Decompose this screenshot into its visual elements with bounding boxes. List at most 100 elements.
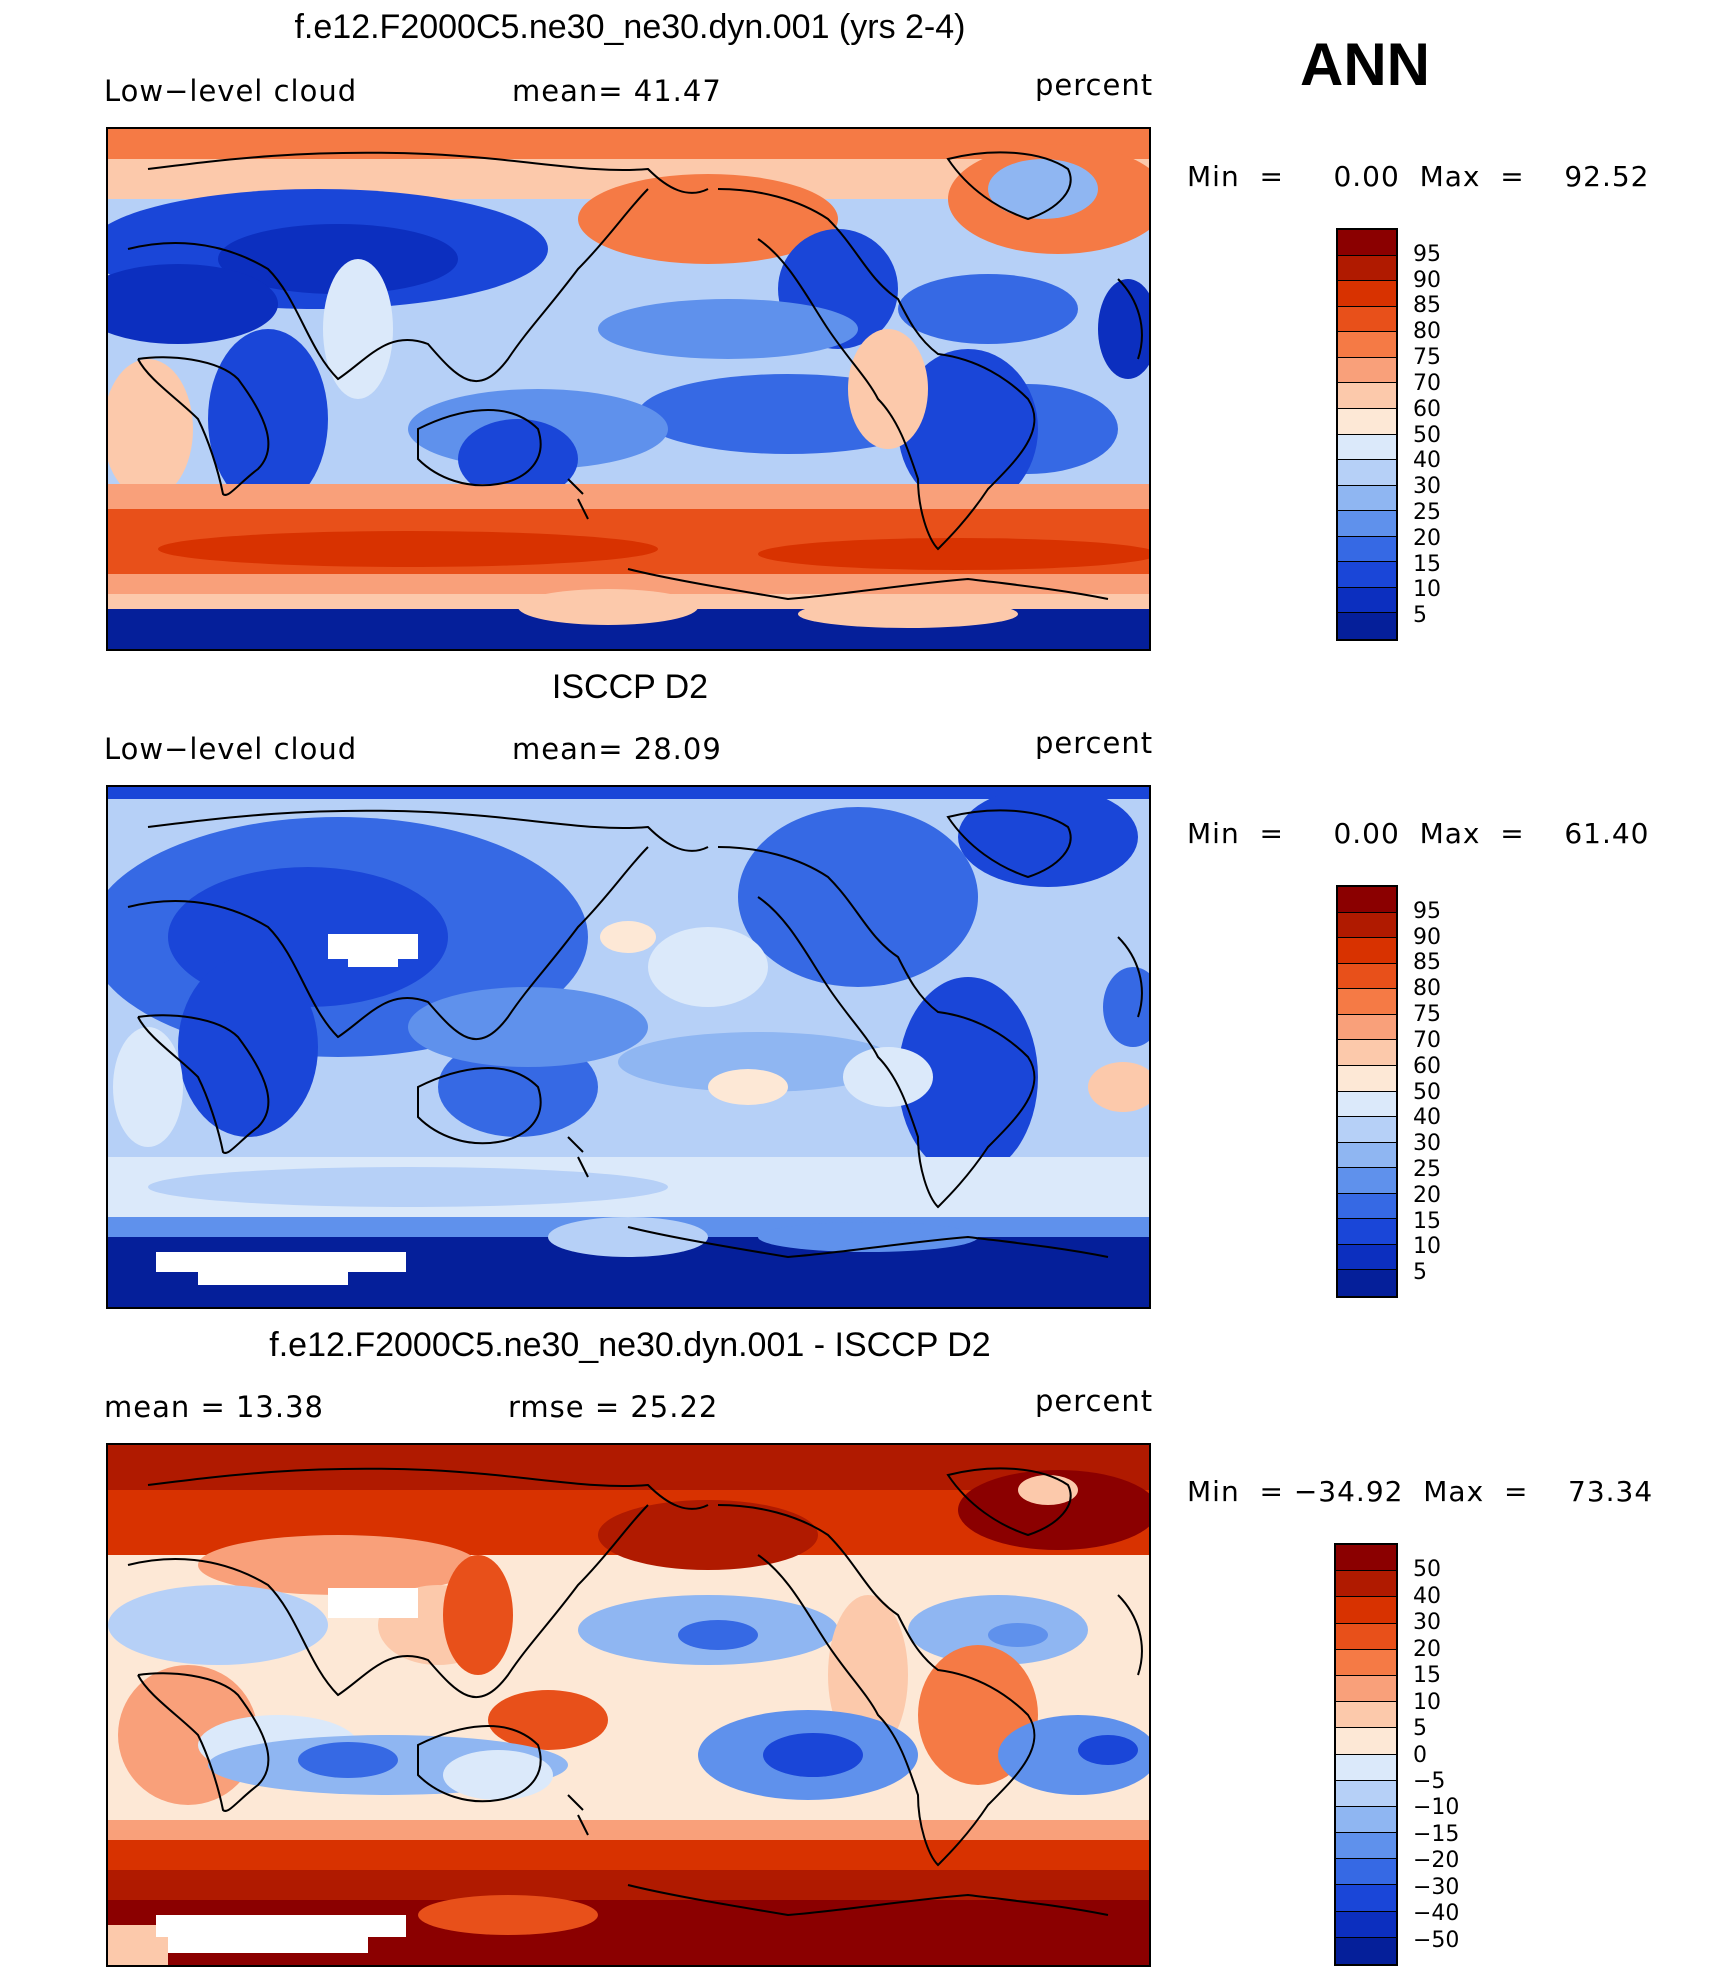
panel-2-colorbar-tick-label: 70 — [1413, 1027, 1441, 1053]
panel-1-colorbar-swatch — [1338, 230, 1396, 256]
panel-2-colorbar-tick-label: 80 — [1413, 976, 1441, 1002]
panel-3-colorbar-tick-label: −40 — [1413, 1901, 1460, 1927]
panel-3-colorbar-labels: 50 40 30 20 15 10 5 0 −5 −10 −15 −20 −30 −40 −50 — [1413, 1543, 1473, 1966]
panel-2-colorbar-tick-label: 25 — [1413, 1156, 1441, 1182]
panel-2-map-svg — [108, 787, 1149, 1307]
panel-2-colorbar-swatch — [1338, 989, 1396, 1015]
panel-3-colorbar-swatch — [1336, 1649, 1396, 1676]
panel-2-colorbar-swatch — [1338, 1014, 1396, 1041]
panel-3-colorbar-swatch — [1336, 1728, 1396, 1755]
panel-2-colorbar-tick-label: 95 — [1413, 898, 1441, 924]
panel-1-colorbar-tick-label: 75 — [1413, 345, 1441, 371]
panel-3-colorbar-swatch — [1336, 1806, 1396, 1834]
panel-1-colorbar-tick-label: 20 — [1413, 525, 1441, 551]
panel-3-colorbar-swatch — [1336, 1675, 1396, 1703]
panel-2-colorbar-swatch — [1338, 887, 1396, 913]
panel-1-colorbar-swatch — [1338, 434, 1396, 461]
panel-1-colorbar-swatch — [1338, 562, 1396, 588]
panel-3-colorbar-tick-label: −50 — [1413, 1927, 1460, 1953]
panel-2-colorbar-swatch — [1338, 1193, 1396, 1220]
panel-1-colorbar-tick-label: 70 — [1413, 370, 1441, 396]
panel-2-colorbar-swatch — [1338, 938, 1396, 964]
panel-3-colorbar-tick-label: 5 — [1413, 1716, 1427, 1742]
panel-1-colorbar-tick-label: 80 — [1413, 319, 1441, 345]
panel-2-colorbar-tick-label: 50 — [1413, 1079, 1441, 1105]
panel-2-colorbar-tick-label: 75 — [1413, 1002, 1441, 1028]
panel-1-colorbar-tick-label: 60 — [1413, 396, 1441, 422]
panel-2-colorbar-tick-label: 20 — [1413, 1182, 1441, 1208]
panel-1-colorbar-swatch — [1338, 511, 1396, 537]
panel-3-colorbar-swatch — [1336, 1780, 1396, 1807]
panel-2-colorbar-swatch — [1338, 1270, 1396, 1296]
panel-1-map-svg — [108, 129, 1149, 649]
panel-1-colorbar-swatch — [1338, 306, 1396, 333]
panel-3-colorbar-tick-label: 15 — [1413, 1663, 1441, 1689]
panel-2-colorbar-swatch — [1338, 1117, 1396, 1143]
panel-3-mean-label: mean = 13.38 — [104, 1390, 324, 1424]
panel-3-colorbar-swatch — [1336, 1754, 1396, 1781]
panel-3-colorbar-tick-label: −5 — [1413, 1768, 1446, 1794]
panel-3-colorbar-tick-label: −15 — [1413, 1821, 1460, 1847]
panel-1-minmax: Min = 0.00 Max = 92.52 — [1187, 160, 1650, 193]
panel-3-colorbar-tick-label: −10 — [1413, 1795, 1460, 1821]
panel-1-colorbar-tick-label: 15 — [1413, 551, 1441, 577]
panel-1-colorbar-swatch — [1338, 613, 1396, 639]
panel-1-colorbar-swatch — [1338, 485, 1396, 512]
panel-2-colorbar-labels: 95 90 85 80 75 70 60 50 40 30 25 20 15 10 5 — [1413, 885, 1473, 1298]
panel-1-colorbar-tick-label: 85 — [1413, 293, 1441, 319]
panel-3-colorbar-swatch — [1336, 1937, 1396, 1964]
panel-2-colorbar-tick-label: 60 — [1413, 1053, 1441, 1079]
panel-2-colorbar-swatch — [1338, 963, 1396, 990]
panel-1-colorbar-swatch — [1338, 383, 1396, 409]
panel-2-colorbar-swatch — [1338, 1244, 1396, 1271]
panel-2-colorbar-tick-label: 5 — [1413, 1260, 1427, 1286]
panel-1-colorbar-swatch — [1338, 255, 1396, 282]
panel-2-colorbar-tick-label: 85 — [1413, 950, 1441, 976]
panel-1-variable-label: Low−level cloud — [104, 74, 358, 108]
panel-1-colorbar-swatch — [1338, 281, 1396, 307]
panel-1-mean-label: mean= 41.47 — [512, 74, 722, 108]
panel-3-colorbar-tick-label: −30 — [1413, 1874, 1460, 1900]
panel-1-colorbar-tick-label: 40 — [1413, 448, 1441, 474]
panel-2-mean-label: mean= 28.09 — [512, 732, 722, 766]
panel-3-colorbar-tick-label: 20 — [1413, 1636, 1441, 1662]
panel-2-colorbar-tick-label: 40 — [1413, 1105, 1441, 1131]
panel-1-colorbar-tick-label: 5 — [1413, 603, 1427, 629]
panel-3-units-label: percent — [1035, 1384, 1154, 1418]
panel-3-colorbar — [1334, 1543, 1398, 1966]
panel-3-colorbar-swatch — [1336, 1597, 1396, 1624]
panel-2-colorbar-swatch — [1338, 1091, 1396, 1118]
panel-2-minmax: Min = 0.00 Max = 61.40 — [1187, 817, 1650, 850]
panel-2-variable-label: Low−level cloud — [104, 732, 358, 766]
panel-2-colorbar-tick-label: 30 — [1413, 1131, 1441, 1157]
panel-3-colorbar-swatch — [1336, 1702, 1396, 1729]
panel-3-colorbar-tick-label: 10 — [1413, 1689, 1441, 1715]
panel-1-colorbar-tick-label: 95 — [1413, 241, 1441, 267]
panel-2-colorbar-swatch — [1338, 912, 1396, 939]
panel-1-colorbar-tick-label: 10 — [1413, 577, 1441, 603]
panel-3-colorbar-swatch — [1336, 1911, 1396, 1938]
panel-2-colorbar-tick-label: 15 — [1413, 1208, 1441, 1234]
panel-3-colorbar-tick-label: 40 — [1413, 1583, 1441, 1609]
panel-1-colorbar-tick-label: 90 — [1413, 267, 1441, 293]
panel-1-colorbar-tick-label: 25 — [1413, 499, 1441, 525]
panel-3-colorbar-swatch — [1336, 1623, 1396, 1650]
panel-1-map — [106, 127, 1151, 651]
panel-2-colorbar-swatch — [1338, 1168, 1396, 1194]
panel-1-colorbar-swatch — [1338, 408, 1396, 435]
panel-3-colorbar-swatch — [1336, 1545, 1396, 1572]
panel-3-colorbar-swatch — [1336, 1885, 1396, 1912]
panel-3-title: f.e12.F2000C5.ne30_ne30.dyn.001 - ISCCP … — [269, 1326, 991, 1364]
panel-2-units-label: percent — [1035, 726, 1154, 760]
panel-3-map — [106, 1443, 1151, 1967]
panel-3-colorbar-swatch — [1336, 1859, 1396, 1886]
panel-2-colorbar-swatch — [1338, 1219, 1396, 1245]
panel-2-colorbar-tick-label: 10 — [1413, 1234, 1441, 1260]
panel-1-colorbar — [1336, 228, 1398, 641]
panel-2-colorbar-swatch — [1338, 1065, 1396, 1092]
panel-3-colorbar-swatch — [1336, 1571, 1396, 1598]
panel-3-colorbar-tick-label: −20 — [1413, 1848, 1460, 1874]
panel-1-colorbar-labels: 95 90 85 80 75 70 60 50 40 30 25 20 15 10 5 — [1413, 228, 1473, 641]
panel-2-title: ISCCP D2 — [551, 668, 709, 706]
panel-1-colorbar-swatch — [1338, 332, 1396, 358]
